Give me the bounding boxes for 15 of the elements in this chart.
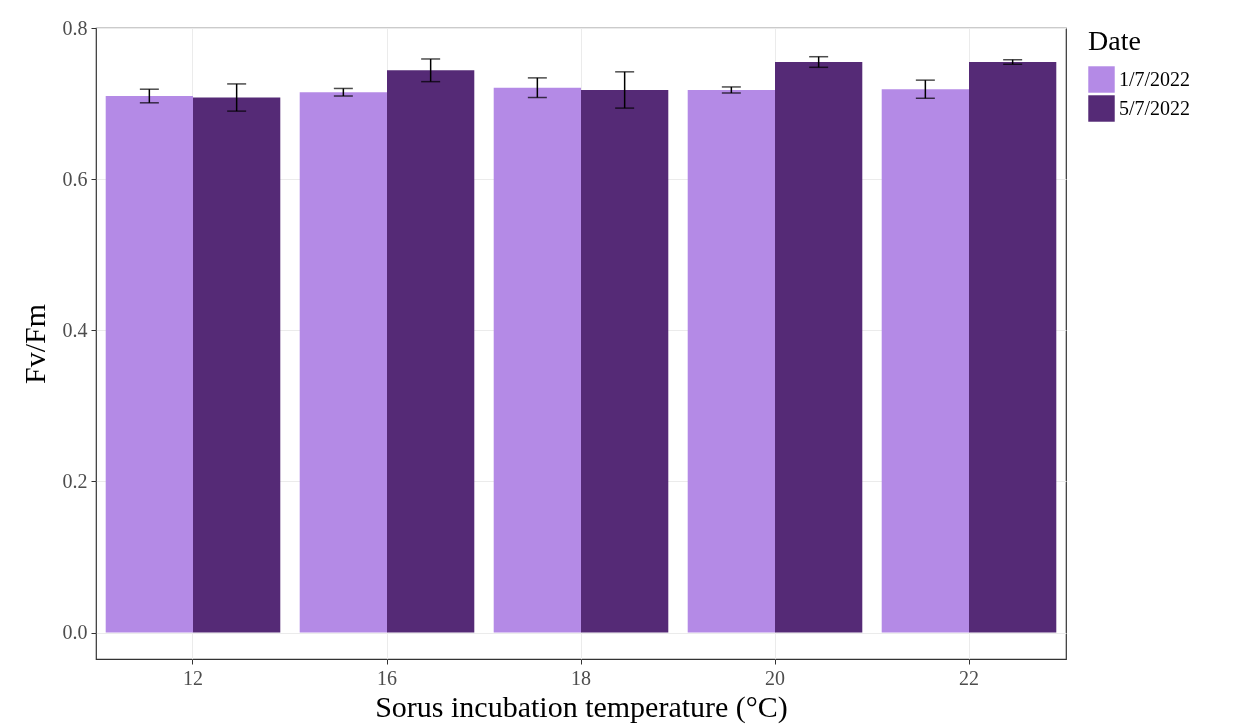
y-tick-label: 0.0 [62, 621, 88, 644]
y-tick-label: 0.6 [62, 167, 88, 190]
x-tick-label: 12 [183, 666, 203, 689]
x-tick-label: 16 [377, 666, 397, 689]
legend-label: 5/7/2022 [1119, 96, 1191, 119]
y-tick-label: 0.4 [62, 318, 88, 341]
legend-title: Date [1088, 25, 1141, 56]
x-axis-title: Sorus incubation temperature (°C) [375, 689, 788, 724]
y-tick-label: 0.2 [62, 469, 88, 492]
legend-label: 1/7/2022 [1119, 67, 1191, 90]
x-tick-label: 18 [571, 666, 591, 689]
x-tick-label: 22 [959, 666, 979, 689]
x-tick-label: 20 [765, 666, 785, 689]
y-axis-title: Fv/Fm [17, 303, 51, 385]
y-tick-label: 0.8 [62, 16, 88, 39]
